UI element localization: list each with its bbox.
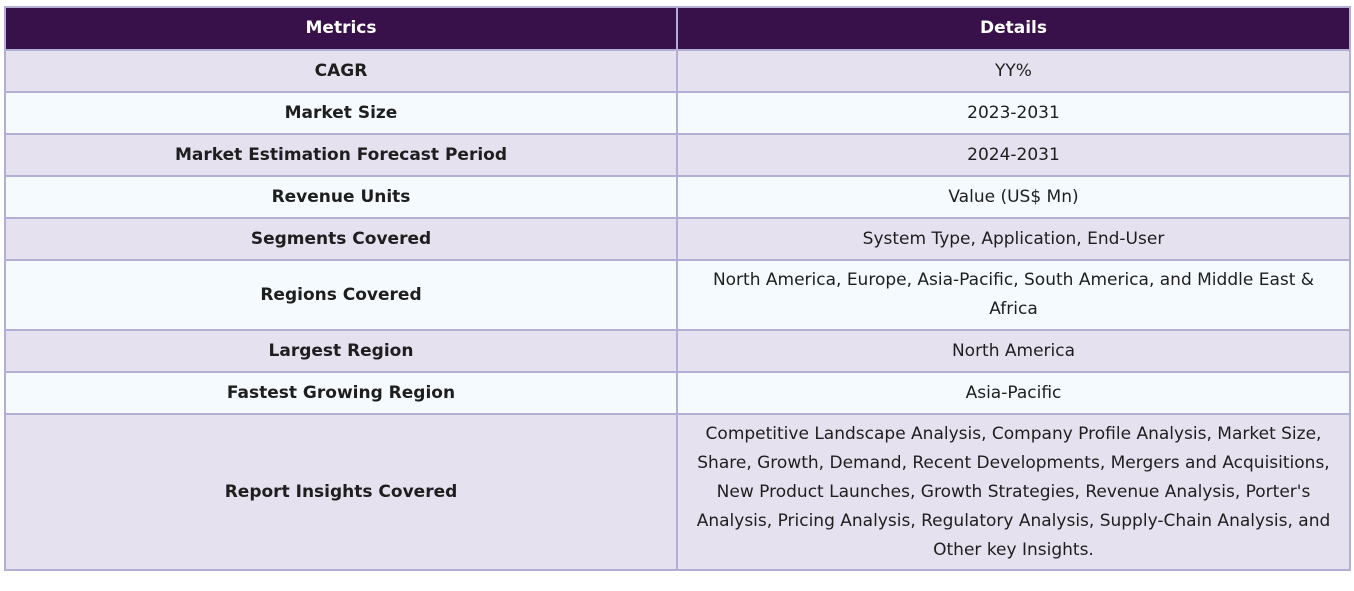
detail-cell: Competitive Landscape Analysis, Company …	[676, 413, 1351, 571]
metrics-table: Metrics Details CAGR YY% Market Size 202…	[4, 6, 1351, 571]
detail-cell: Asia-Pacific	[676, 371, 1351, 415]
detail-cell: 2023-2031	[676, 91, 1351, 135]
detail-cell: YY%	[676, 49, 1351, 93]
metric-cell: CAGR	[4, 49, 678, 93]
table-row: Fastest Growing Region Asia-Pacific	[4, 371, 1351, 415]
header-metrics: Metrics	[4, 6, 678, 51]
table-row: CAGR YY%	[4, 49, 1351, 93]
detail-cell: Value (US$ Mn)	[676, 175, 1351, 219]
table-row: Market Size 2023-2031	[4, 91, 1351, 135]
metric-cell: Report Insights Covered	[4, 413, 678, 571]
table-row: Regions Covered North America, Europe, A…	[4, 259, 1351, 331]
metric-cell: Regions Covered	[4, 259, 678, 331]
table-row: Segments Covered System Type, Applicatio…	[4, 217, 1351, 261]
table-row: Largest Region North America	[4, 329, 1351, 373]
metric-cell: Revenue Units	[4, 175, 678, 219]
header-details: Details	[676, 6, 1351, 51]
table-row: Market Estimation Forecast Period 2024-2…	[4, 133, 1351, 177]
metric-cell: Segments Covered	[4, 217, 678, 261]
table-header-row: Metrics Details	[4, 6, 1351, 51]
metric-cell: Largest Region	[4, 329, 678, 373]
table-row: Report Insights Covered Competitive Land…	[4, 413, 1351, 571]
metric-cell: Fastest Growing Region	[4, 371, 678, 415]
detail-cell: 2024-2031	[676, 133, 1351, 177]
detail-cell: North America	[676, 329, 1351, 373]
detail-cell: System Type, Application, End-User	[676, 217, 1351, 261]
metric-cell: Market Size	[4, 91, 678, 135]
table-row: Revenue Units Value (US$ Mn)	[4, 175, 1351, 219]
metric-cell: Market Estimation Forecast Period	[4, 133, 678, 177]
metrics-table-container: Metrics Details CAGR YY% Market Size 202…	[4, 6, 1351, 571]
detail-cell: North America, Europe, Asia-Pacific, Sou…	[676, 259, 1351, 331]
